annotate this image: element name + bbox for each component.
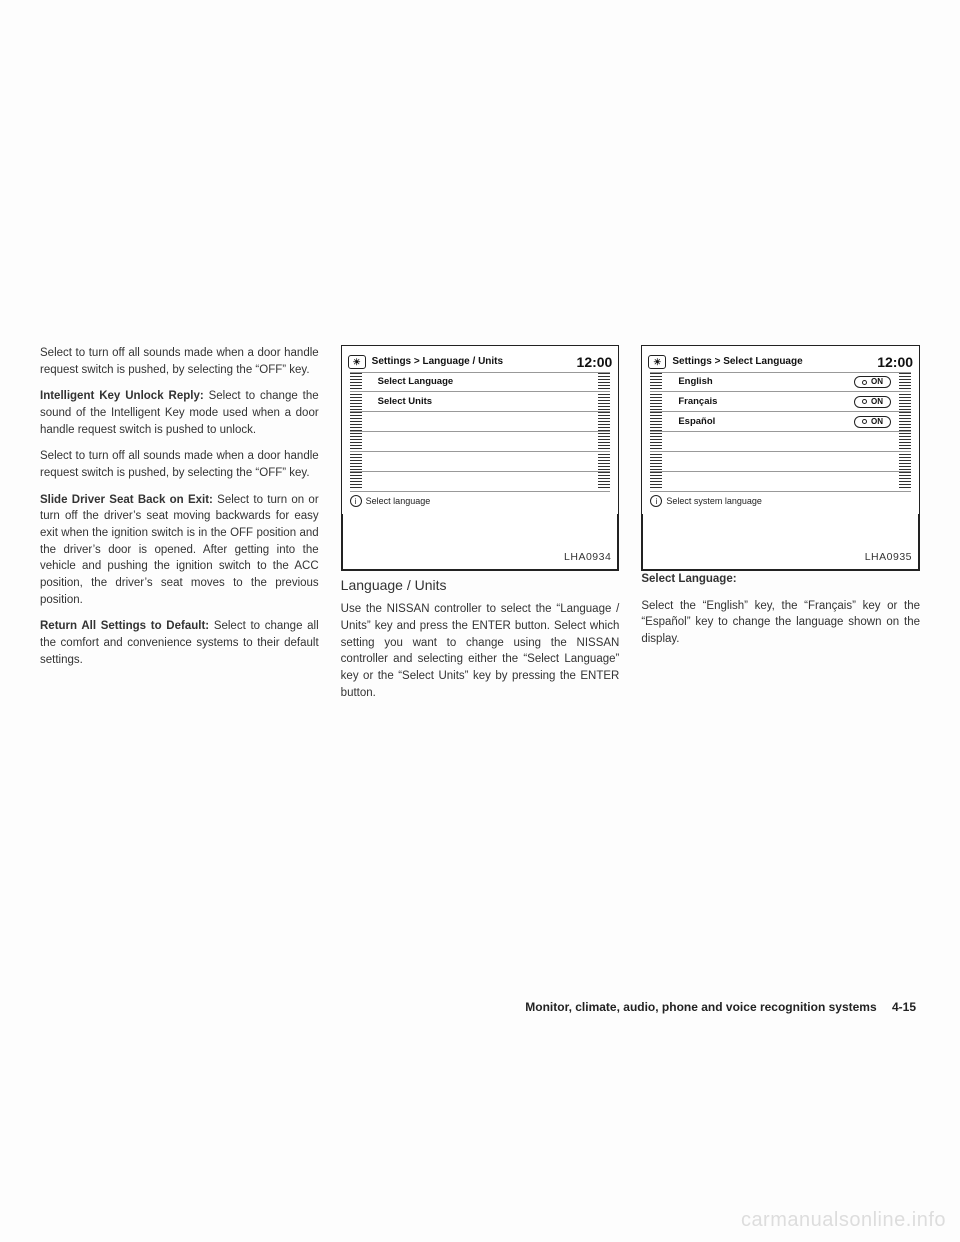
- list-item[interactable]: Select Language: [350, 372, 611, 392]
- info-icon: i: [350, 495, 362, 507]
- list-item: [350, 412, 611, 432]
- on-indicator: ON: [854, 416, 891, 428]
- figure-code: LHA0934: [564, 550, 611, 565]
- figure-code-box: LHA0934: [342, 514, 619, 570]
- list-item: [650, 432, 911, 452]
- radio-dot-icon: [862, 380, 867, 385]
- watermark: carmanualsonline.info: [741, 1209, 946, 1232]
- list-item: [650, 452, 911, 472]
- display-icon: ☀: [348, 355, 366, 369]
- display-icon: ☀: [648, 355, 666, 369]
- on-indicator: ON: [854, 396, 891, 408]
- para: Intelligent Key Unlock Reply: Select to …: [40, 388, 319, 438]
- list-item[interactable]: Français ON: [650, 392, 911, 412]
- list-item: [350, 472, 611, 492]
- bold-lead: Intelligent Key Unlock Reply:: [40, 390, 204, 402]
- menu-list: Select Language Select Units: [350, 372, 611, 488]
- sub-heading: Select Language:: [641, 571, 920, 588]
- column-1: Select to turn off all sounds made when …: [40, 345, 319, 711]
- screen: ☀ Settings > Language / Units 12:00 Sele…: [342, 346, 619, 514]
- page-columns: Select to turn off all sounds made when …: [40, 345, 920, 711]
- para: Select the “English” key, the “Français”…: [641, 598, 920, 648]
- breadcrumb: Settings > Select Language: [672, 355, 802, 370]
- list-item[interactable]: English ON: [650, 372, 911, 392]
- column-2: ☀ Settings > Language / Units 12:00 Sele…: [341, 345, 620, 711]
- para: Slide Driver Seat Back on Exit: Select t…: [40, 492, 319, 609]
- radio-dot-icon: [862, 419, 867, 424]
- para-text: Select to turn on or turn off the driver…: [40, 494, 319, 606]
- para: Use the NISSAN controller to select the …: [341, 601, 620, 701]
- list-item: [350, 452, 611, 472]
- hint-text: Select language: [366, 495, 431, 508]
- list-item[interactable]: Select Units: [350, 392, 611, 412]
- menu-list: English ON Français ON Español ON: [650, 372, 911, 488]
- para: Return All Settings to Default: Select t…: [40, 618, 319, 668]
- page-footer: Monitor, climate, audio, phone and voice…: [525, 1000, 916, 1014]
- bold-lead: Slide Driver Seat Back on Exit:: [40, 494, 213, 506]
- screen-titlebar: ☀ Settings > Language / Units 12:00: [348, 352, 613, 372]
- clock: 12:00: [877, 352, 913, 372]
- list-label: Español: [678, 415, 715, 429]
- figure-code: LHA0935: [865, 550, 912, 565]
- para: Select to turn off all sounds made when …: [40, 448, 319, 481]
- screen-figure: ☀ Settings > Language / Units 12:00 Sele…: [341, 345, 620, 571]
- hint-text: Select system language: [666, 495, 762, 508]
- screen-hint: i Select system language: [650, 495, 762, 508]
- screen: ☀ Settings > Select Language 12:00 Engli…: [642, 346, 919, 514]
- clock: 12:00: [577, 352, 613, 372]
- list-item: [650, 472, 911, 492]
- list-label: English: [678, 375, 712, 389]
- para: Select to turn off all sounds made when …: [40, 345, 319, 378]
- info-icon: i: [650, 495, 662, 507]
- screen-titlebar: ☀ Settings > Select Language 12:00: [648, 352, 913, 372]
- list-item[interactable]: Español ON: [650, 412, 911, 432]
- list-label: Français: [678, 395, 717, 409]
- on-indicator: ON: [854, 376, 891, 388]
- radio-dot-icon: [862, 399, 867, 404]
- column-3: ☀ Settings > Select Language 12:00 Engli…: [641, 345, 920, 711]
- list-item: [350, 432, 611, 452]
- bold-lead: Return All Settings to Default:: [40, 620, 209, 632]
- section-heading: Language / Units: [341, 575, 620, 595]
- screen-hint: i Select language: [350, 495, 431, 508]
- figure-code-box: LHA0935: [642, 514, 919, 570]
- breadcrumb: Settings > Language / Units: [372, 355, 503, 370]
- screen-figure: ☀ Settings > Select Language 12:00 Engli…: [641, 345, 920, 571]
